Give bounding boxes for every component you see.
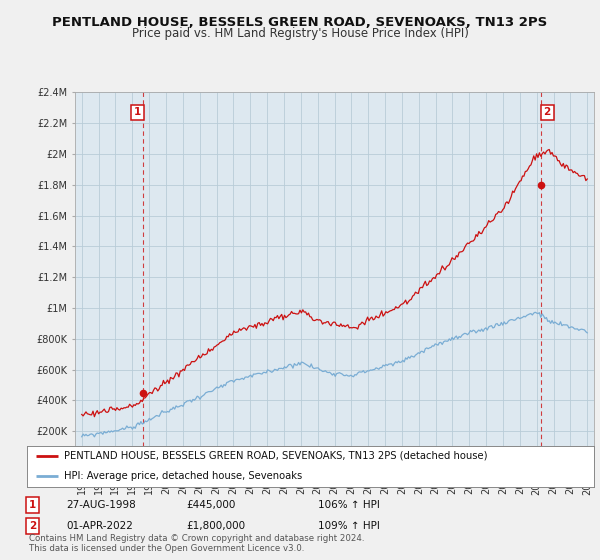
Text: 2: 2 [29,521,36,531]
Text: 106% ↑ HPI: 106% ↑ HPI [318,500,380,510]
Text: 109% ↑ HPI: 109% ↑ HPI [318,521,380,531]
Text: 1: 1 [29,500,36,510]
Text: Contains HM Land Registry data © Crown copyright and database right 2024.
This d: Contains HM Land Registry data © Crown c… [29,534,364,553]
Text: £445,000: £445,000 [186,500,235,510]
Text: 01-APR-2022: 01-APR-2022 [66,521,133,531]
Text: HPI: Average price, detached house, Sevenoaks: HPI: Average price, detached house, Seve… [64,471,302,480]
Text: 1: 1 [133,108,141,118]
Text: PENTLAND HOUSE, BESSELS GREEN ROAD, SEVENOAKS, TN13 2PS: PENTLAND HOUSE, BESSELS GREEN ROAD, SEVE… [52,16,548,29]
Text: 27-AUG-1998: 27-AUG-1998 [66,500,136,510]
Text: 2: 2 [544,108,551,118]
Text: PENTLAND HOUSE, BESSELS GREEN ROAD, SEVENOAKS, TN13 2PS (detached house): PENTLAND HOUSE, BESSELS GREEN ROAD, SEVE… [64,451,487,461]
Text: £1,800,000: £1,800,000 [186,521,245,531]
Text: Price paid vs. HM Land Registry's House Price Index (HPI): Price paid vs. HM Land Registry's House … [131,27,469,40]
